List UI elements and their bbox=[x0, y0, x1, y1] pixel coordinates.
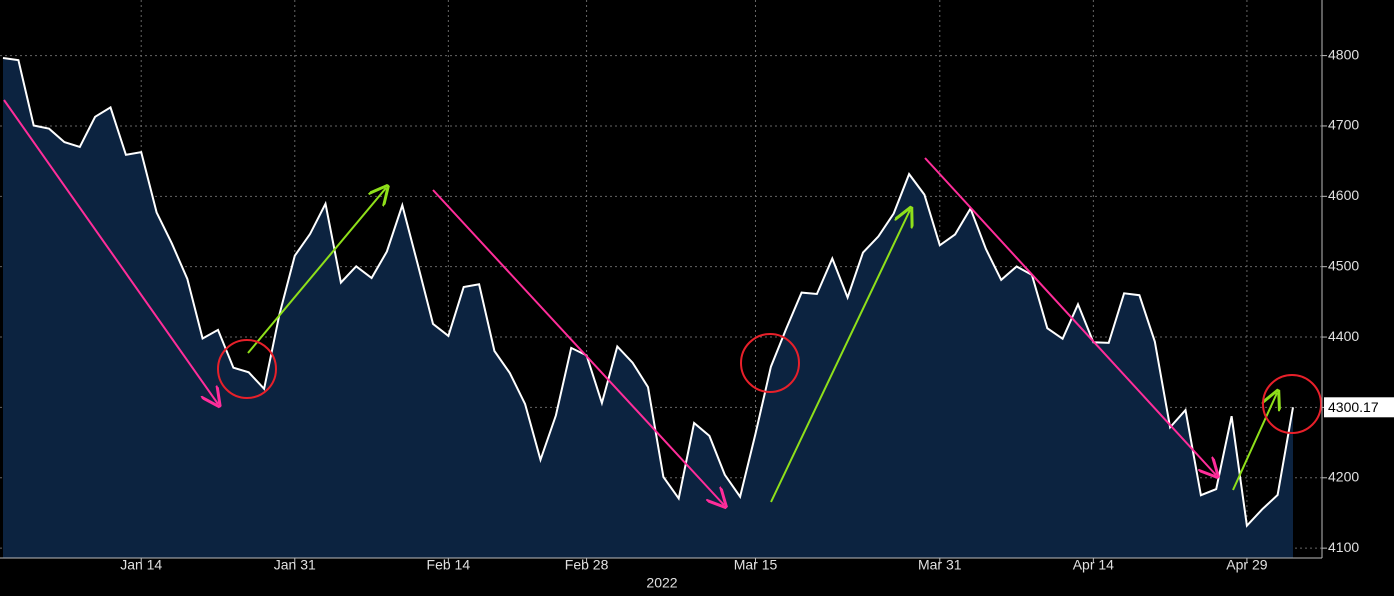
trend-arrow bbox=[3, 99, 218, 404]
highlight-circle bbox=[740, 333, 800, 393]
annotations bbox=[3, 99, 1322, 505]
x-tick-label: Apr 29 bbox=[1226, 557, 1267, 573]
trend-arrow bbox=[247, 188, 386, 354]
x-tick-label: Jan 14 bbox=[120, 557, 162, 573]
last-value-label: 4300.17 bbox=[1328, 399, 1379, 415]
trend-arrow bbox=[924, 157, 1216, 475]
trend-arrow bbox=[770, 210, 910, 503]
area bbox=[3, 58, 1293, 558]
y-tick-label: 4700 bbox=[1328, 117, 1359, 133]
y-tick-label: 4400 bbox=[1328, 328, 1359, 344]
x-tick-label: Jan 31 bbox=[274, 557, 316, 573]
last-value-box bbox=[1324, 397, 1394, 418]
plot bbox=[2, 57, 1294, 558]
y-tick-label: 4200 bbox=[1328, 468, 1359, 484]
x-tick-label: Feb 28 bbox=[565, 557, 609, 573]
y-tick-label: 4500 bbox=[1328, 257, 1359, 273]
x-tick-label: Mar 15 bbox=[734, 557, 778, 573]
y-tick-label: 4100 bbox=[1328, 539, 1359, 555]
y-tick-label: 4800 bbox=[1328, 46, 1359, 62]
x-tick-label: Feb 14 bbox=[427, 557, 471, 573]
trend-arrow bbox=[1232, 393, 1277, 491]
highlight-circle bbox=[217, 339, 277, 399]
x-axis-label: 2022 bbox=[646, 575, 677, 591]
x-tick-label: Mar 31 bbox=[918, 557, 962, 573]
line bbox=[2, 57, 1294, 528]
trend-arrow bbox=[432, 189, 724, 505]
y-tick-label: 4600 bbox=[1328, 187, 1359, 203]
x-tick-label: Apr 14 bbox=[1073, 557, 1114, 573]
highlight-circle bbox=[1262, 374, 1322, 434]
